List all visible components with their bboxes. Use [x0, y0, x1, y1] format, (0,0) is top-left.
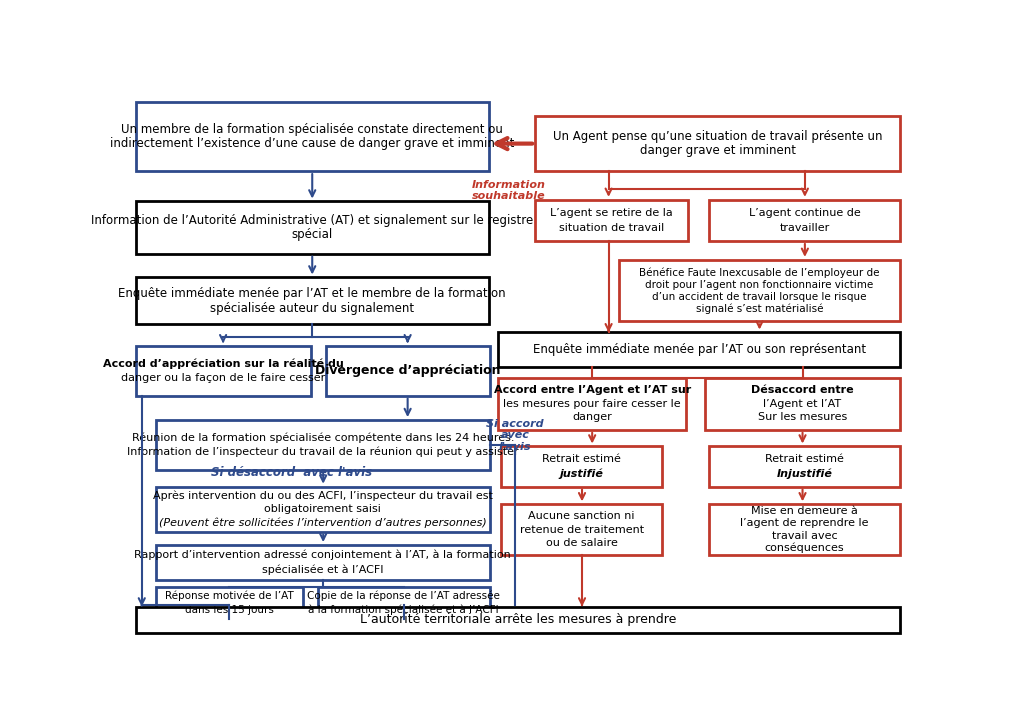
FancyBboxPatch shape — [155, 545, 489, 580]
FancyBboxPatch shape — [708, 504, 900, 555]
Text: Information
souhaitable: Information souhaitable — [471, 179, 546, 201]
Text: travail avec: travail avec — [772, 531, 837, 541]
Text: Information de l’Autorité Administrative (AT) et signalement sur le registre: Information de l’Autorité Administrative… — [91, 214, 534, 227]
FancyBboxPatch shape — [501, 446, 662, 487]
FancyBboxPatch shape — [135, 202, 489, 254]
Text: spécialisée auteur du signalement: spécialisée auteur du signalement — [210, 302, 415, 315]
Text: conséquences: conséquences — [765, 543, 845, 553]
Text: ou de salaire: ou de salaire — [546, 538, 618, 548]
Text: situation de travail: situation de travail — [559, 222, 664, 232]
Text: Mise en demeure à: Mise en demeure à — [751, 506, 858, 516]
FancyBboxPatch shape — [155, 587, 303, 618]
Text: indirectement l’existence d’une cause de danger grave et imminent: indirectement l’existence d’une cause de… — [110, 137, 515, 150]
FancyBboxPatch shape — [135, 277, 489, 324]
FancyBboxPatch shape — [498, 332, 900, 367]
Text: danger grave et imminent: danger grave et imminent — [640, 144, 796, 157]
FancyBboxPatch shape — [155, 420, 489, 470]
FancyBboxPatch shape — [135, 346, 312, 396]
Text: Accord d’appréciation sur la réalité du: Accord d’appréciation sur la réalité du — [103, 358, 344, 369]
Text: (Peuvent être sollicitées l’intervention d’autres personnes): (Peuvent être sollicitées l’intervention… — [158, 517, 486, 528]
FancyBboxPatch shape — [708, 446, 900, 487]
Text: Bénéfice Faute Inexcusable de l’employeur de: Bénéfice Faute Inexcusable de l’employeu… — [640, 267, 880, 277]
Text: les mesures pour faire cesser le: les mesures pour faire cesser le — [503, 399, 681, 409]
FancyBboxPatch shape — [535, 199, 687, 241]
Text: L’agent continue de: L’agent continue de — [749, 208, 861, 218]
Text: Aucune sanction ni: Aucune sanction ni — [529, 511, 635, 521]
Text: Accord entre l’Agent et l’AT sur: Accord entre l’Agent et l’AT sur — [493, 385, 691, 395]
Text: Enquête immédiate menée par l’AT et le membre de la formation: Enquête immédiate menée par l’AT et le m… — [118, 287, 507, 300]
Text: Un membre de la formation spécialisée constate directement ou: Un membre de la formation spécialisée co… — [121, 123, 503, 136]
Text: obligatoirement saisi: obligatoirement saisi — [264, 504, 381, 514]
FancyBboxPatch shape — [498, 378, 686, 430]
Text: Si accord
avec
l'avis: Si accord avec l'avis — [486, 419, 544, 452]
Text: Rapport d’intervention adressé conjointement à l’AT, à la formation: Rapport d’intervention adressé conjointe… — [134, 550, 512, 561]
FancyBboxPatch shape — [155, 487, 489, 532]
FancyBboxPatch shape — [326, 346, 489, 396]
Text: Information de l’inspecteur du travail de la réunion qui peut y assister: Information de l’inspecteur du travail d… — [127, 447, 519, 458]
Text: retenue de traitement: retenue de traitement — [520, 525, 644, 535]
FancyBboxPatch shape — [318, 587, 489, 618]
Text: Après intervention du ou des ACFI, l’inspecteur du travail est: Après intervention du ou des ACFI, l’ins… — [152, 490, 492, 501]
Text: Désaccord entre: Désaccord entre — [752, 385, 854, 395]
Text: travailler: travailler — [779, 222, 829, 232]
FancyBboxPatch shape — [501, 504, 662, 555]
Text: Enquête immédiate menée par l’AT ou son représentant: Enquête immédiate menée par l’AT ou son … — [533, 343, 866, 356]
Text: L’autorité territoriale arrête les mesures à prendre: L’autorité territoriale arrête les mesur… — [359, 613, 676, 626]
Text: spécialisée et à l’ACFI: spécialisée et à l’ACFI — [262, 564, 383, 575]
Text: Retrait estimé: Retrait estimé — [765, 454, 844, 464]
Text: d’un accident de travail lorsque le risque: d’un accident de travail lorsque le risq… — [652, 292, 867, 302]
Text: Réunion de la formation spécialisée compétente dans les 24 heures.: Réunion de la formation spécialisée comp… — [131, 433, 514, 443]
Text: spécial: spécial — [292, 228, 333, 242]
Text: L’agent se retire de la: L’agent se retire de la — [550, 208, 673, 218]
Text: Un Agent pense qu’une situation de travail présente un: Un Agent pense qu’une situation de trava… — [553, 130, 883, 143]
Text: Sur les mesures: Sur les mesures — [758, 412, 848, 422]
FancyBboxPatch shape — [704, 378, 900, 430]
Text: justifié: justifié — [560, 468, 603, 479]
Text: Retrait estimé: Retrait estimé — [542, 454, 622, 464]
Text: l’Agent et l’AT: l’Agent et l’AT — [764, 399, 842, 409]
Text: Réponse motivée de l’AT: Réponse motivée de l’AT — [164, 591, 294, 601]
Text: Divergence d’appréciation: Divergence d’appréciation — [315, 365, 500, 378]
Text: dans les 15 jours: dans les 15 jours — [185, 605, 273, 615]
Text: danger: danger — [572, 412, 612, 422]
Text: Si désaccord  avec l'avis: Si désaccord avec l'avis — [211, 465, 372, 479]
Text: Copie de la réponse de l’AT adressée: Copie de la réponse de l’AT adressée — [308, 591, 500, 601]
FancyBboxPatch shape — [535, 116, 900, 171]
FancyBboxPatch shape — [135, 102, 489, 171]
Text: Injustifié: Injustifié — [777, 468, 832, 479]
FancyBboxPatch shape — [135, 606, 900, 633]
FancyBboxPatch shape — [708, 199, 900, 241]
Text: danger ou la façon de le faire cesser: danger ou la façon de le faire cesser — [121, 373, 326, 383]
Text: à la formation spécialisée et à l’ACFI: à la formation spécialisée et à l’ACFI — [309, 605, 499, 616]
Text: droit pour l’agent non fonctionnaire victime: droit pour l’agent non fonctionnaire vic… — [646, 280, 874, 290]
Text: signalé s’est matérialisé: signalé s’est matérialisé — [696, 304, 823, 314]
FancyBboxPatch shape — [619, 260, 900, 322]
Text: l’agent de reprendre le: l’agent de reprendre le — [741, 518, 869, 528]
